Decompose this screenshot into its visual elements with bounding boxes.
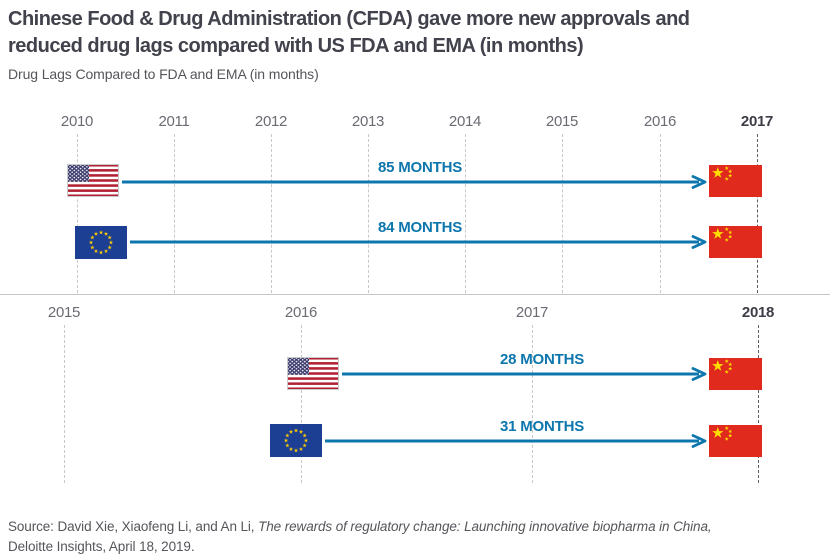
lag-arrow-fda-2017 [122,175,707,189]
source-prefix: Source: David Xie, Xiaofeng Li, and An L… [8,519,259,534]
lag-duration-label: 28 MONTHS [499,351,585,368]
source-line-1: Source: David Xie, Xiaofeng Li, and An L… [8,517,798,537]
year-label: 2016 [284,304,318,321]
panel-divider [0,294,830,295]
page-title: Chinese Food & Drug Administration (CFDA… [8,6,690,60]
year-label: 2015 [47,304,81,321]
chart-subtitle: Drug Lags Compared to FDA and EMA (in mo… [8,66,319,82]
title-line-1: Chinese Food & Drug Administration (CFDA… [8,8,690,30]
year-gridline-highlight [757,134,758,293]
source-publication-title: The rewards of regulatory change: Launch… [258,519,712,534]
china-flag-icon [709,425,762,457]
lag-duration-label: 85 MONTHS [377,159,463,176]
lag-duration-label: 84 MONTHS [377,219,463,236]
year-gridline [660,134,661,293]
us-flag-icon [287,357,339,390]
us-flag-icon [67,164,119,197]
year-gridline [64,325,65,483]
year-label: 2010 [60,113,94,130]
china-flag-icon [709,165,762,197]
year-gridline [562,134,563,293]
lag-arrow-ema-2017 [130,235,707,249]
eu-flag-icon [270,424,322,457]
year-label-highlight: 2018 [741,304,775,321]
year-gridline [532,325,533,483]
source-note: Source: David Xie, Xiaofeng Li, and An L… [8,517,798,557]
year-label-highlight: 2017 [740,113,774,130]
year-label: 2014 [448,113,482,130]
year-gridline-highlight [758,325,759,483]
china-flag-icon [709,226,762,258]
year-label: 2017 [515,304,549,321]
year-label: 2016 [643,113,677,130]
source-line-2: Deloitte Insights, April 18, 2019. [8,539,195,554]
year-gridline [301,325,302,483]
year-label: 2012 [254,113,288,130]
lag-arrow-ema-2018 [325,434,707,448]
year-label: 2011 [158,113,190,130]
title-line-2: reduced drug lags compared with US FDA a… [8,35,584,57]
china-flag-icon [709,358,762,390]
year-gridline [271,134,272,293]
eu-flag-icon [75,226,127,259]
year-gridline [174,134,175,293]
year-gridline [465,134,466,293]
lag-arrow-fda-2018 [342,367,707,381]
lag-duration-label: 31 MONTHS [499,418,585,435]
year-label: 2015 [545,113,579,130]
year-gridline [77,134,78,293]
year-label: 2013 [351,113,385,130]
year-gridline [368,134,369,293]
